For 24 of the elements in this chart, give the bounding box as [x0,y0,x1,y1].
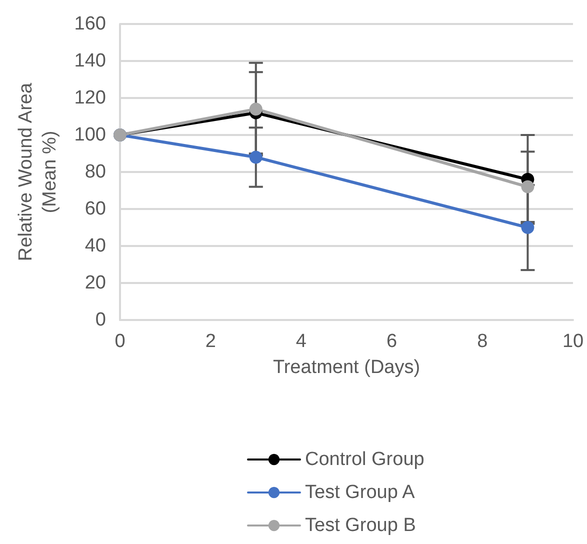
y-tick-label: 140 [74,50,106,72]
x-tick-label: 2 [205,331,216,352]
y-tick-label: 20 [84,272,106,294]
legend-label: Test Group B [305,515,416,536]
point [521,221,534,234]
x-tick-label: 0 [114,331,126,352]
y-tick-label: 0 [95,310,106,330]
x-tick-label: 4 [296,331,307,352]
y-axis-title: Relative Wound Area (Mean %) [16,82,60,262]
point [249,150,262,164]
point [521,180,534,194]
x-axis-title: Treatment (Days) [272,357,420,378]
y-tick-label: 160 [74,14,106,34]
y-tick-label: 80 [84,162,106,182]
legend-label: Control Group [305,449,424,470]
legend-label: Test Group A [305,482,416,503]
y-tick-label: 120 [74,88,106,108]
y-tick-label: 100 [74,124,106,146]
x-tick-label: 6 [386,331,398,352]
x-tick-label: 8 [477,331,488,352]
y-tick-label: 40 [84,236,106,256]
x-tick-label: 10 [562,331,584,352]
y-tick-label: 60 [84,198,106,220]
point [249,102,262,116]
